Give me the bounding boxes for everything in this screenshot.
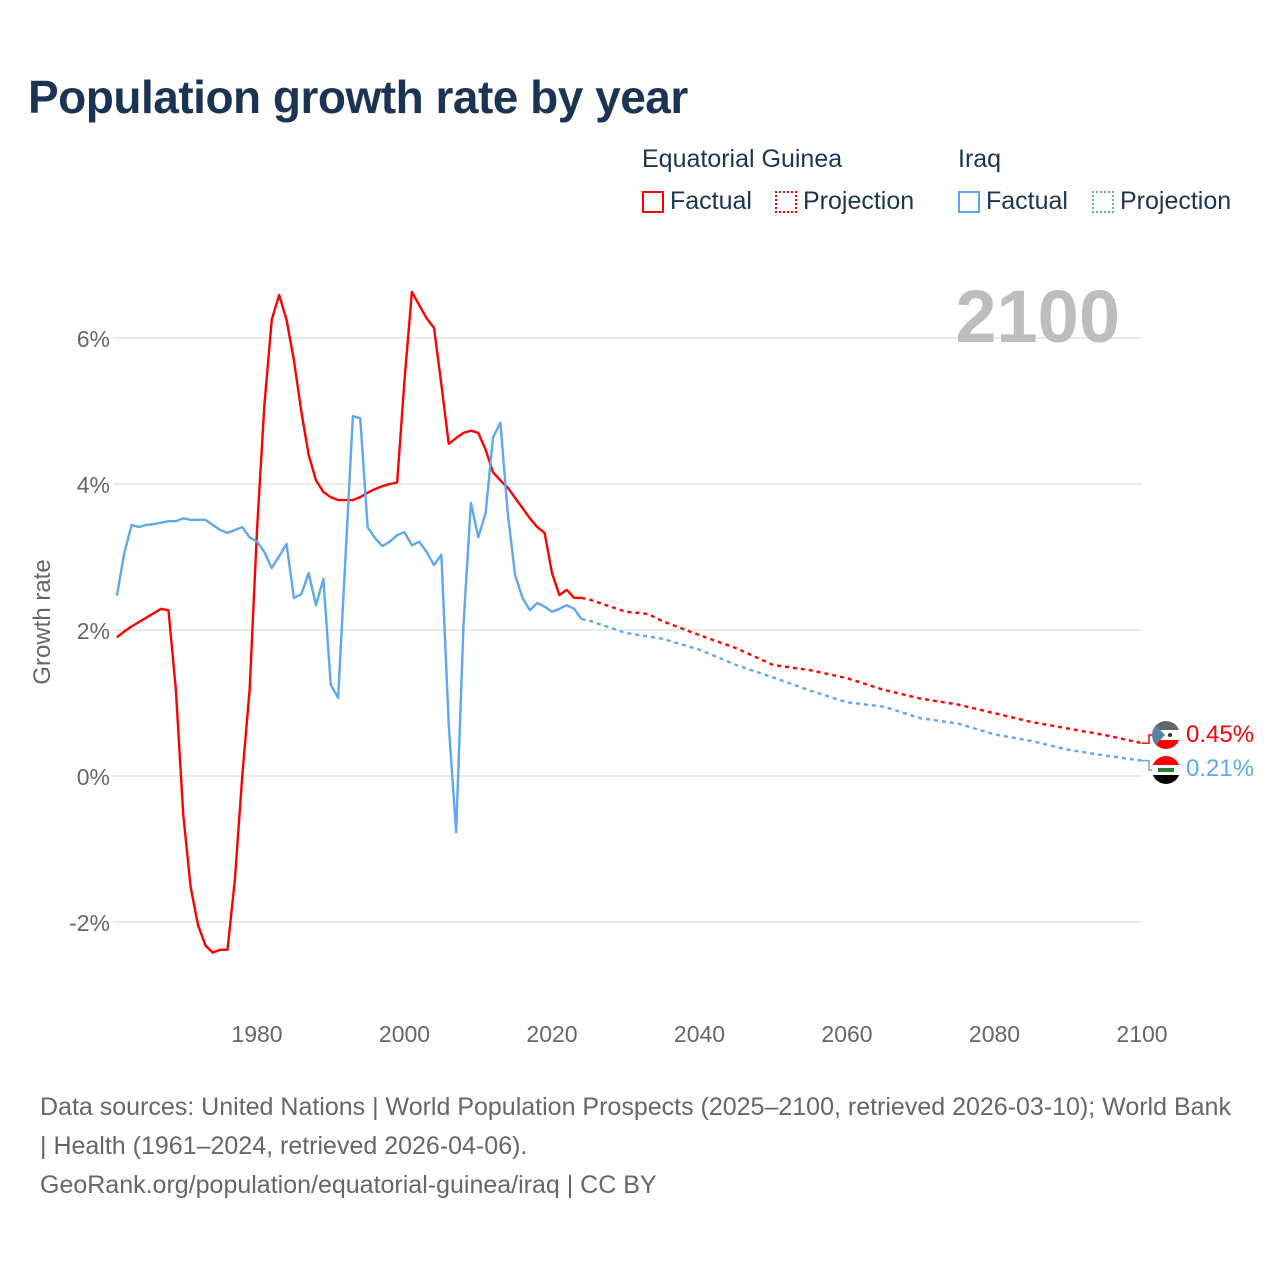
x-tick-label: 2060	[821, 1021, 872, 1047]
legend-iraq-projection[interactable]: Projection	[1092, 187, 1231, 216]
series-line-projection	[581, 596, 1143, 745]
legend-label: Factual	[986, 187, 1068, 215]
chart-plot: -2%0%2%4%6%1980 2000 2020 2040 2060 2080 2100 …	[29, 275, 1254, 1047]
end-label-equatorial-guinea: 0.45%	[1186, 721, 1254, 748]
x-tick-label: 2080	[969, 1021, 1020, 1047]
x-tick-label: 2040	[674, 1021, 725, 1047]
series-line-factual	[115, 414, 583, 834]
legend-label: Factual	[670, 187, 752, 215]
flag-iraq-icon	[1152, 756, 1180, 784]
x-tick-label: 2020	[526, 1021, 577, 1047]
flag-equatorial-guinea-icon	[1152, 721, 1180, 749]
series-line-projection	[581, 617, 1143, 762]
y-axis-title: Growth rate	[29, 559, 56, 684]
series-line-factual	[116, 290, 582, 954]
data-sources: Data sources: United Nations | World Pop…	[40, 1093, 1231, 1160]
legend-swatch-dotted-red	[775, 190, 797, 213]
y-tick-label: 6%	[77, 326, 110, 352]
legend-label: Projection	[803, 187, 915, 215]
legend-group-equatorial-guinea: Equatorial Guinea	[642, 145, 843, 173]
legend-group-iraq: Iraq	[958, 145, 1002, 173]
end-label-connector	[1142, 759, 1152, 771]
chart-title: Population growth rate by year	[28, 71, 688, 123]
x-tick-label: 2000	[379, 1021, 430, 1047]
y-tick-label: 2%	[77, 618, 110, 644]
legend-eg-projection[interactable]: Projection	[775, 187, 914, 216]
footer: Data sources: United Nations | World Pop…	[40, 1088, 1240, 1205]
attribution-link[interactable]: GeoRank.org/population/equatorial-guinea…	[40, 1171, 657, 1199]
legend-swatch-solid-red	[642, 190, 664, 213]
end-label-iraq: 0.21%	[1186, 755, 1254, 782]
legend-iraq-factual[interactable]: Factual	[958, 187, 1068, 216]
x-tick-label: 1980	[231, 1021, 282, 1047]
y-tick-label: 0%	[77, 764, 110, 790]
x-tick-label: 2100	[1116, 1021, 1167, 1047]
end-label-connector	[1142, 734, 1152, 744]
legend-eg-factual[interactable]: Factual	[642, 187, 752, 216]
legend-label: Projection	[1120, 187, 1232, 215]
y-tick-label: -2%	[69, 910, 110, 936]
y-tick-label: 4%	[77, 472, 110, 498]
legend-swatch-solid-blue	[958, 190, 980, 213]
legend-swatch-dotted-blue	[1092, 190, 1114, 213]
year-watermark: 2100	[955, 275, 1120, 358]
